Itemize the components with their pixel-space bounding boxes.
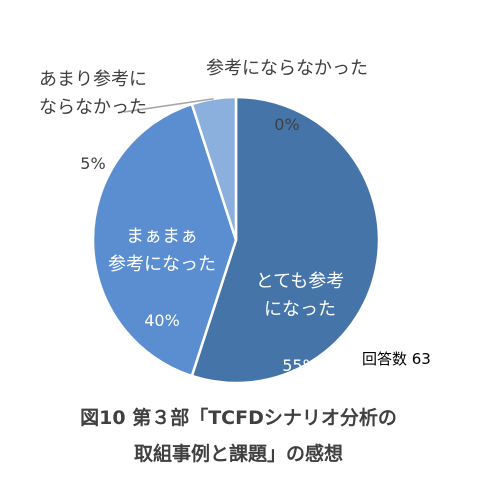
slice-percent: 55% [282,355,318,375]
chart-title: 図10 第３部「TCFDシナリオ分析の 取組事例と課題」の感想 [80,407,397,465]
slice-percent: 5% [80,153,106,173]
slice-label-very-helpful: とても参考 になった 55% [240,240,360,379]
slice-label-text: まぁまぁ 参考になった [108,225,216,275]
pie-slice-somewhat-helpful [91,102,238,378]
leader-line-not-very-helpful [123,98,214,113]
slice-label-text: とても参考 になった [255,270,345,320]
pie-slice-not-very-helpful [190,95,238,242]
slice-label-text: 参考にならなかった [206,57,368,79]
pie-slice-very-helpful [190,95,381,385]
leader-lines [123,98,214,113]
slice-label-somewhat-helpful: まぁまぁ 参考になった 40% [92,195,232,334]
slice-label-text: あまり参考に ならなかった [39,68,147,118]
pie-chart [91,95,381,385]
slice-percent: 0% [274,114,300,134]
slice-percent: 40% [144,310,180,330]
respondent-count: 回答数 63 [362,350,431,368]
slice-label-not-helpful: 参考にならなかった 0% [182,27,392,139]
slice-label-not-very-helpful: あまり参考に ならなかった 5% [18,38,168,177]
pie-slices [91,95,381,385]
